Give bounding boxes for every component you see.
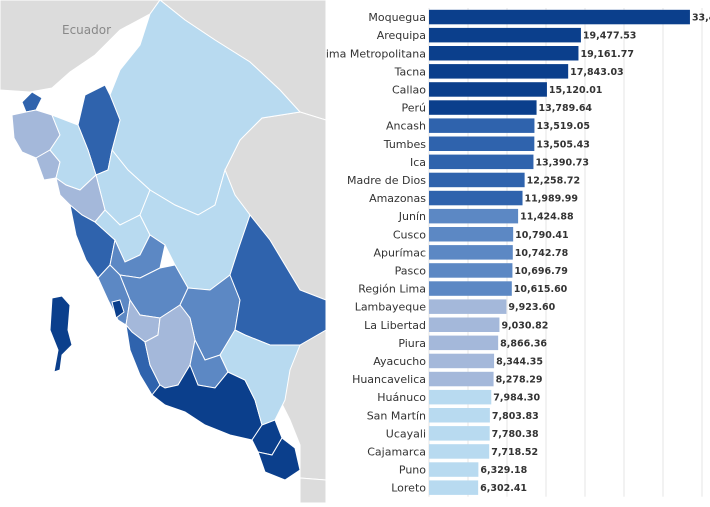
bar xyxy=(429,335,499,351)
category-label: Callao xyxy=(392,83,426,96)
value-label: 8,344.35 xyxy=(496,356,543,367)
value-label: 9,030.82 xyxy=(501,320,548,331)
map-label-ecuador: Ecuador xyxy=(62,23,111,37)
category-label: Piura xyxy=(398,337,426,350)
value-label: 19,161.77 xyxy=(580,49,634,60)
category-label: Tumbes xyxy=(383,138,426,151)
bar xyxy=(429,9,690,25)
value-label: 10,742.78 xyxy=(515,248,569,259)
category-label: Loreto xyxy=(391,482,426,495)
category-label: Huancavelica xyxy=(352,373,426,386)
bar xyxy=(429,172,525,188)
category-label: La Libertad xyxy=(364,319,426,332)
category-label: Tacna xyxy=(394,65,426,78)
category-label: Ucayali xyxy=(386,427,426,440)
category-label: Lima Metropolitana xyxy=(326,47,426,60)
map-canvas: Ecuador xyxy=(0,0,326,503)
chart-canvas: Moquegua Arequipa Lima Metropolitana Tacna C… xyxy=(320,8,710,497)
category-label: Moquegua xyxy=(368,11,426,24)
category-label: Junín xyxy=(398,210,426,223)
category-label: Cusco xyxy=(393,228,426,241)
bar xyxy=(429,389,492,405)
bar xyxy=(429,245,513,260)
category-label: Puno xyxy=(399,464,426,477)
value-label: 6,329.18 xyxy=(480,465,527,476)
category-label: San Martín xyxy=(367,409,426,422)
category-label: Amazonas xyxy=(369,192,426,205)
bar xyxy=(429,444,490,459)
category-label: Lambayeque xyxy=(355,301,427,314)
category-label: Pasco xyxy=(395,264,427,277)
bar xyxy=(429,208,519,224)
value-label: 13,505.43 xyxy=(536,139,590,150)
value-label: 19,477.53 xyxy=(583,31,637,42)
category-label: Ancash xyxy=(386,120,426,133)
bar xyxy=(429,317,500,332)
category-label: Huánuco xyxy=(377,391,426,404)
value-label: 8,866.36 xyxy=(500,338,547,349)
category-label: Madre de Dios xyxy=(347,174,426,187)
category-label: Ica xyxy=(410,156,426,169)
category-label: Arequipa xyxy=(377,29,426,42)
bar xyxy=(429,371,494,387)
bar xyxy=(429,100,537,115)
bar xyxy=(429,480,479,495)
value-label: 6,302.41 xyxy=(480,483,527,494)
value-label: 13,519.05 xyxy=(536,121,590,132)
value-label: 13,390.73 xyxy=(535,157,589,168)
region-lima-metropolitana xyxy=(111,299,125,319)
bars xyxy=(429,9,690,495)
value-label: 7,718.52 xyxy=(491,447,538,458)
value-label: 10,696.79 xyxy=(514,266,568,277)
value-label: 13,789.64 xyxy=(539,103,593,114)
value-label: 11,424.88 xyxy=(520,212,574,223)
neighbor-chile xyxy=(299,477,326,503)
region-tacna xyxy=(257,437,301,481)
bar xyxy=(429,190,523,206)
value-label: 17,843.03 xyxy=(570,67,624,78)
value-labels: 33,453.88 19,477.53 19,161.77 17,843.03 15,1… xyxy=(480,13,710,495)
bar xyxy=(429,353,495,369)
bar xyxy=(429,227,514,242)
bar xyxy=(429,426,490,441)
category-label: Cajamarca xyxy=(367,445,426,458)
category-label: Perú xyxy=(401,102,426,115)
bar xyxy=(429,64,569,79)
category-label: Apurímac xyxy=(373,246,426,259)
region-tumbes xyxy=(21,91,43,113)
value-label: 12,258.72 xyxy=(527,175,581,186)
bar xyxy=(429,281,512,296)
value-label: 9,923.60 xyxy=(508,302,555,313)
bar xyxy=(429,27,581,43)
value-label: 11,989.99 xyxy=(525,194,579,205)
bar xyxy=(429,82,547,97)
bar xyxy=(429,462,479,477)
bar xyxy=(429,408,490,423)
category-label: Región Lima xyxy=(358,283,426,296)
value-label: 7,780.38 xyxy=(492,429,539,440)
value-label: 7,803.83 xyxy=(492,411,539,422)
value-label: 10,790.41 xyxy=(515,230,569,241)
bar xyxy=(429,46,579,61)
value-label: 8,278.29 xyxy=(496,375,543,386)
value-label: 15,120.01 xyxy=(549,85,603,96)
bar xyxy=(429,154,534,170)
value-label: 10,615.60 xyxy=(514,284,568,295)
region-callao-inset xyxy=(49,295,73,373)
bar xyxy=(429,299,507,314)
bar-chart: Moquegua Arequipa Lima Metropolitana Tacna C… xyxy=(320,0,710,503)
bar xyxy=(429,136,535,151)
choropleth-map: Ecuador xyxy=(0,0,326,503)
bar xyxy=(429,118,535,133)
value-label: 33,453.88 xyxy=(692,13,710,24)
value-label: 7,984.30 xyxy=(493,393,540,404)
category-label: Ayacucho xyxy=(373,355,426,368)
bar xyxy=(429,263,513,278)
category-labels: Moquegua Arequipa Lima Metropolitana Tacna C… xyxy=(320,11,427,495)
